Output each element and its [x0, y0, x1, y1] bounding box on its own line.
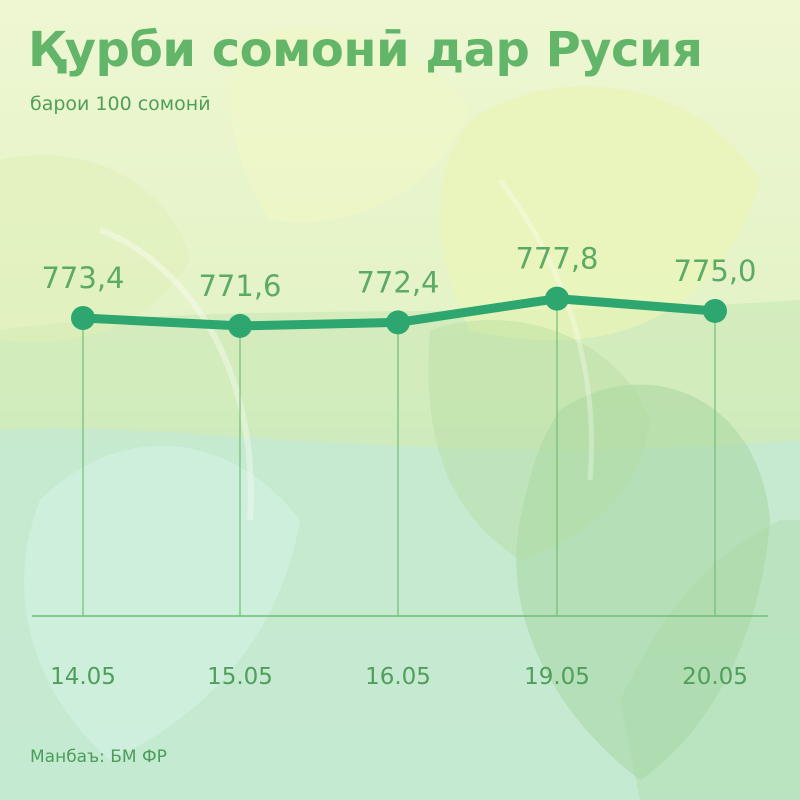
source-note: Манбаъ: БМ ФР: [30, 747, 167, 767]
data-point: [545, 286, 569, 311]
data-label: 777,8: [515, 242, 598, 276]
data-label: 772,4: [356, 265, 439, 299]
data-label: 771,6: [198, 269, 281, 303]
data-point: [228, 313, 252, 338]
data-point: [703, 298, 727, 323]
x-tick-label: 15.05: [207, 664, 273, 690]
x-tick-label: 14.05: [50, 664, 116, 690]
data-label: 773,4: [41, 261, 124, 295]
x-tick-label: 19.05: [524, 664, 590, 690]
data-point: [386, 310, 410, 335]
x-tick-label: 20.05: [682, 664, 748, 690]
chart-title: Қурби сомонӣ дар Русия: [28, 22, 703, 78]
data-point: [71, 306, 95, 330]
chart-subtitle: барои 100 сомонӣ: [30, 93, 211, 115]
x-tick-label: 16.05: [365, 664, 431, 690]
data-label: 775,0: [673, 254, 756, 288]
